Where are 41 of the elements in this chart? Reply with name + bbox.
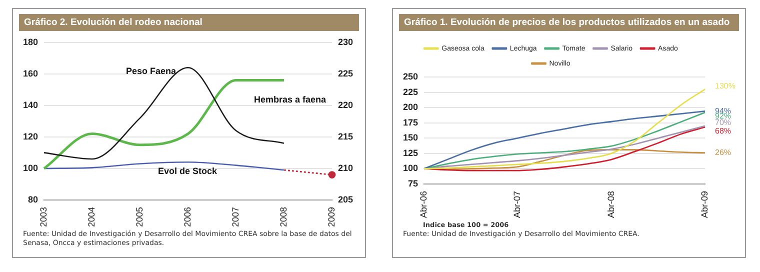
x-tick-label: 2009 — [326, 206, 336, 228]
y-tick-label: 100 — [22, 162, 38, 173]
y-tick-label: 180 — [22, 36, 38, 47]
x-tick-label: 2003 — [38, 206, 48, 228]
x-tick-label: 2007 — [230, 206, 240, 228]
x-tick-label: 2004 — [86, 206, 96, 228]
y2-tick-label: 220 — [338, 100, 354, 110]
y-tick-label: 200 — [402, 102, 418, 112]
x-tick-label: Abr-08 — [606, 190, 616, 218]
y2-tick-label: 205 — [338, 194, 354, 204]
x-tick-label: 2005 — [134, 206, 144, 228]
y-tick-label: 100 — [402, 163, 418, 174]
annotation: 26% — [715, 148, 732, 158]
y-tick-label: 120 — [22, 131, 38, 142]
line-series — [423, 88, 706, 170]
x-tick-label: Abr-07 — [512, 190, 522, 218]
series-label: Evol de Stock — [158, 166, 218, 176]
y2-tick-label: 225 — [338, 68, 354, 78]
series-label: Peso Faena — [126, 66, 177, 76]
y-tick-label: 225 — [402, 86, 418, 97]
x-tick-label: Abr-06 — [418, 190, 428, 218]
chart-title: Gráfico 2. Evolución del rodeo nacional — [19, 14, 359, 31]
series-label: Hembras a faena — [254, 94, 328, 105]
y-tick-label: 80 — [28, 194, 38, 204]
y-tick-label: 160 — [22, 68, 38, 78]
x-tick-label: 2006 — [182, 206, 192, 228]
chart-title: Gráfico 1. Evolución de precios de los productos utilizados en un asado — [399, 14, 739, 31]
y2-tick-label: 215 — [338, 131, 354, 142]
x-tick-label: 2008 — [278, 206, 288, 228]
y2-tick-label: 230 — [338, 36, 354, 47]
y-tick-label: 175 — [402, 117, 418, 128]
annotation: 68% — [715, 126, 732, 136]
y-tick-label: 150 — [402, 132, 418, 143]
y-tick-label: 140 — [22, 100, 38, 110]
y-tick-label: 75 — [408, 178, 418, 188]
annotation: 130% — [715, 81, 736, 90]
y-tick-label: 250 — [402, 71, 418, 82]
x-tick-label: Abr-09 — [699, 190, 710, 218]
y-tick-label: 125 — [402, 148, 418, 158]
y2-tick-label: 210 — [338, 162, 354, 173]
annotation: 70% — [715, 118, 732, 128]
